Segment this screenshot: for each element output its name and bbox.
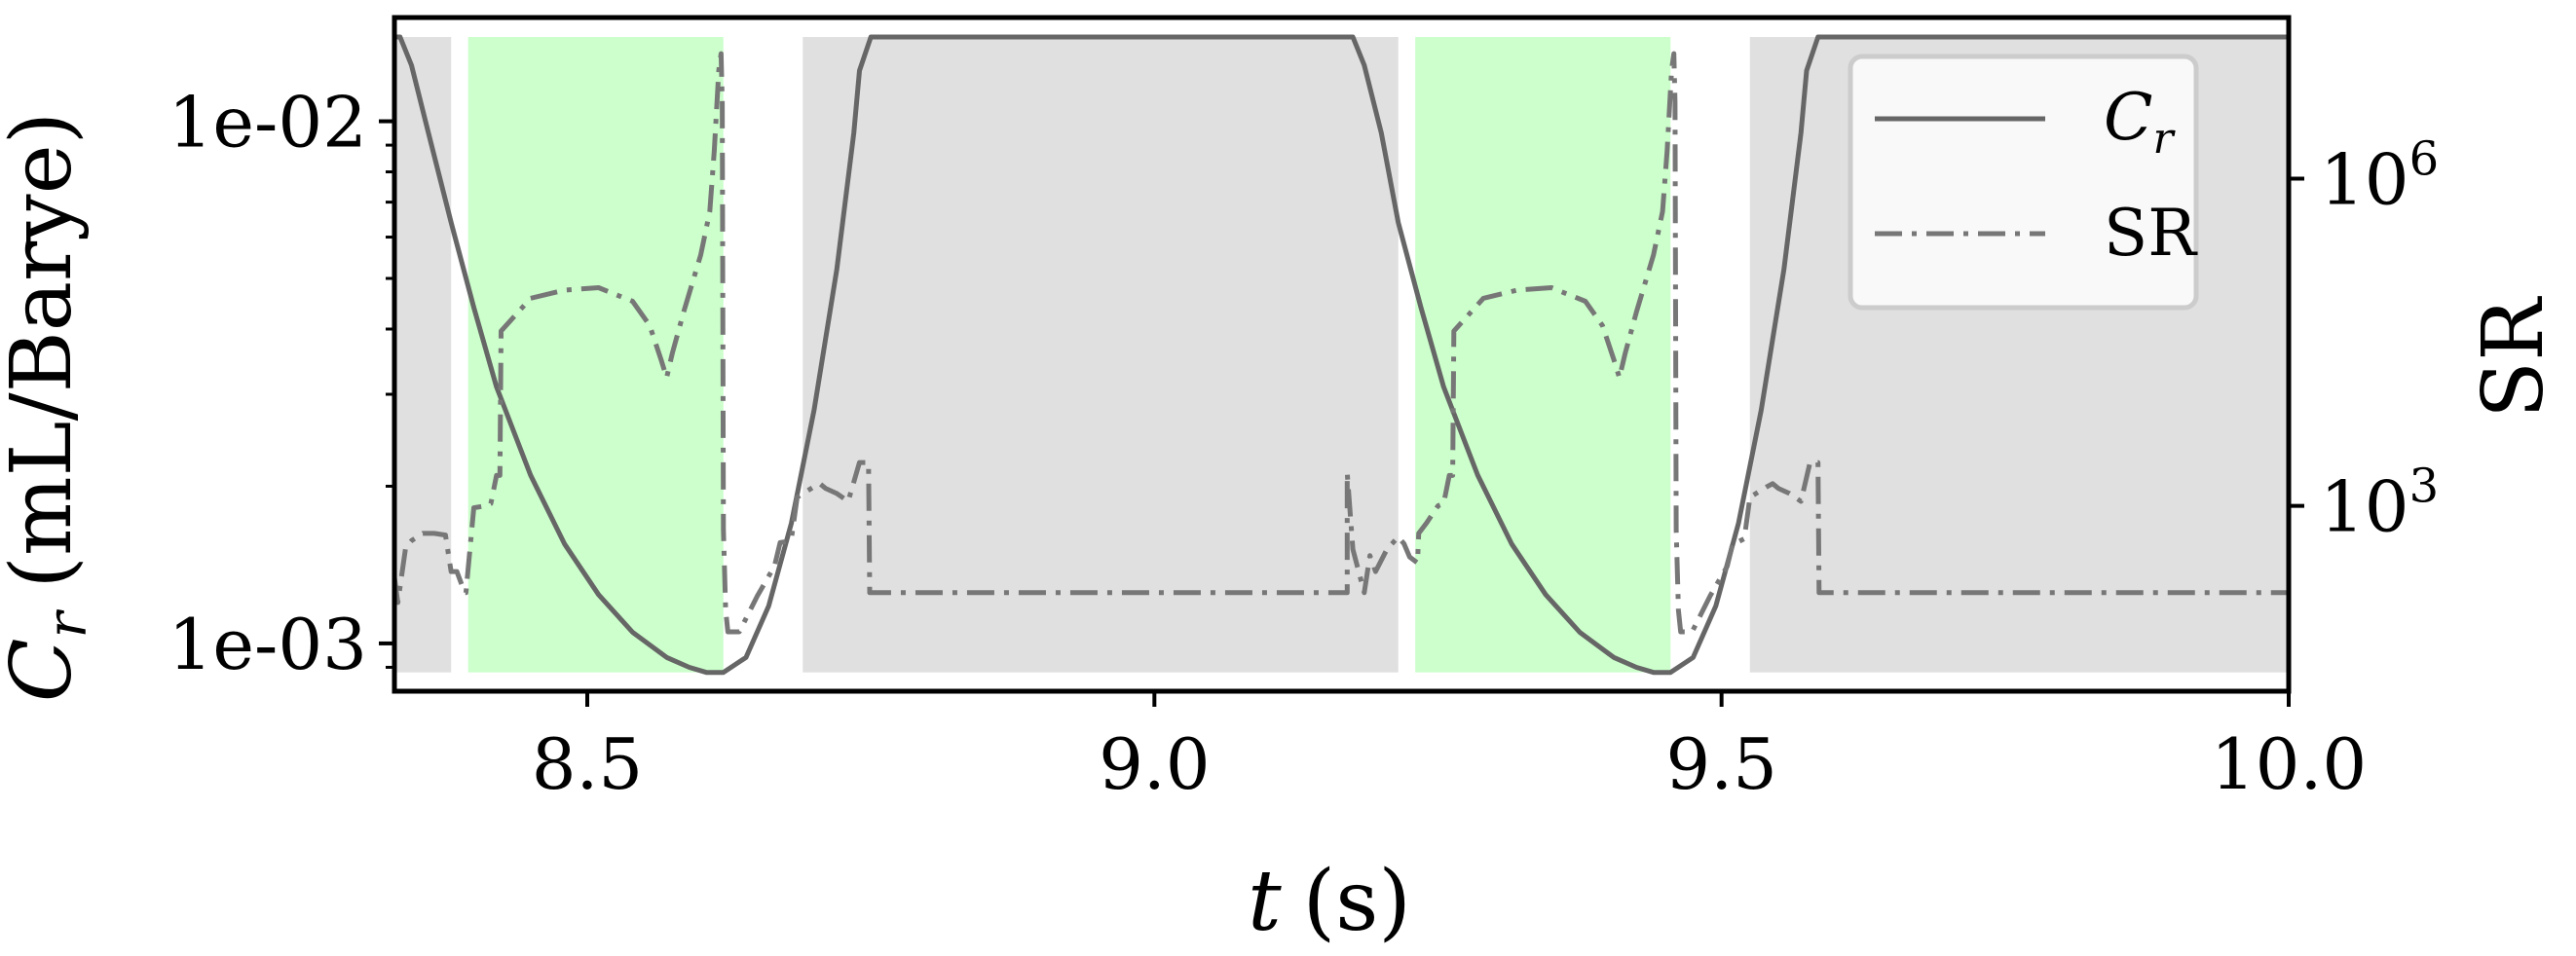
- x-tick-label-1: 9.0: [1099, 723, 1211, 805]
- region-2: [803, 37, 1399, 673]
- x-axis-ticks: 8.5 9.0 9.5 10.0: [532, 691, 2367, 805]
- series-lines: [394, 34, 2289, 676]
- right-tick-label-1: 103: [2320, 460, 2439, 548]
- shaded-regions: [394, 37, 2289, 673]
- x-axis-label: t (s): [1248, 853, 1411, 950]
- x-tick-label-0: 8.5: [532, 723, 644, 805]
- right-tick-label-0: 106: [2320, 132, 2439, 221]
- left-axis-label: Cr(mL/Barye): [0, 112, 99, 702]
- x-tick-label-3: 10.0: [2211, 723, 2367, 805]
- left-axis-ticks: 1e-02 1e-03: [168, 82, 394, 685]
- right-axis-ticks: 106 103: [2289, 132, 2439, 548]
- series-line-1: [394, 51, 2289, 635]
- x-tick-label-2: 9.5: [1665, 723, 1777, 805]
- left-tick-label-0: 1e-02: [168, 82, 367, 164]
- left-tick-label-1: 1e-03: [168, 604, 367, 685]
- legend-label-sr: SR: [2104, 196, 2198, 271]
- region-0: [394, 37, 452, 673]
- plot-frame: [392, 15, 2292, 694]
- region-3: [1415, 37, 1671, 673]
- right-axis-label: SR: [2465, 296, 2562, 419]
- series-line-0: [394, 34, 2289, 676]
- legend: Cr SR: [1848, 54, 2199, 311]
- region-1: [467, 37, 724, 673]
- legend-label-cr: Cr: [2104, 80, 2177, 164]
